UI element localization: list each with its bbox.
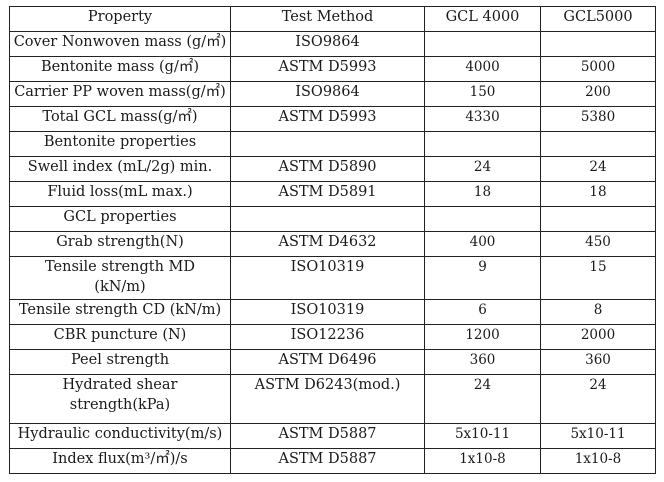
method-cell: ASTM D5993 [230,56,425,82]
method-cell: ASTM D6496 [230,349,425,375]
property-cell: Hydrated shear strength(kPa) [9,374,231,424]
section-label-bentonite-properties: Bentonite properties [9,131,231,157]
table-row: Fluid loss(mL max.) ASTM D5891 18 18 [9,181,656,207]
gcl5000-cell [540,131,656,157]
table-row: Tensile strength MD (kN/m) ISO10319 9 15 [9,256,656,300]
property-cell: Index flux(m³/㎡)/s [9,448,231,474]
property-cell: Cover Nonwoven mass (g/㎡) [9,31,231,57]
gcl4000-cell: 150 [424,81,541,107]
method-cell: ISO10319 [230,299,425,325]
method-cell: ASTM D5887 [230,448,425,474]
table-row: Hydraulic conductivity(m/s) ASTM D5887 5… [9,423,656,449]
table-row: CBR puncture (N) ISO12236 1200 2000 [9,324,656,350]
gcl5000-cell: 5380 [540,106,656,132]
spec-table-container: Property Test Method GCL 4000 GCL5000 Co… [9,6,656,474]
column-header-test-method: Test Method [230,6,425,32]
property-cell: Tensile strength CD (kN/m) [9,299,231,325]
method-cell: ASTM D4632 [230,231,425,257]
method-cell [230,131,425,157]
gcl4000-cell: 1x10-8 [424,448,541,474]
gcl4000-cell: 4330 [424,106,541,132]
column-header-property: Property [9,6,231,32]
table-section-row: GCL properties [9,206,656,232]
gcl5000-cell: 2000 [540,324,656,350]
gcl5000-cell [540,206,656,232]
property-cell: Grab strength(N) [9,231,231,257]
table-header-row: Property Test Method GCL 4000 GCL5000 [9,6,656,32]
property-cell: Tensile strength MD (kN/m) [9,256,231,300]
gcl4000-cell: 360 [424,349,541,375]
gcl4000-cell: 9 [424,256,541,300]
method-cell: ISO9864 [230,31,425,57]
method-cell: ASTM D5891 [230,181,425,207]
gcl5000-cell: 1x10-8 [540,448,656,474]
gcl4000-cell: 4000 [424,56,541,82]
column-header-gcl4000: GCL 4000 [424,6,541,32]
gcl5000-cell: 360 [540,349,656,375]
property-cell: Bentonite mass (g/㎡) [9,56,231,82]
gcl5000-cell: 200 [540,81,656,107]
gcl5000-cell: 5x10-11 [540,423,656,449]
table-row: Cover Nonwoven mass (g/㎡) ISO9864 [9,31,656,57]
gcl4000-cell [424,206,541,232]
gcl4000-cell [424,131,541,157]
method-cell: ASTM D5887 [230,423,425,449]
method-cell: ISO9864 [230,81,425,107]
gcl4000-cell: 6 [424,299,541,325]
column-header-gcl5000: GCL5000 [540,6,656,32]
gcl4000-cell: 18 [424,181,541,207]
method-cell: ASTM D5993 [230,106,425,132]
gcl4000-cell: 1200 [424,324,541,350]
gcl5000-cell: 8 [540,299,656,325]
property-cell: Swell index (mL/2g) min. [9,156,231,182]
property-cell: Carrier PP woven mass(g/㎡) [9,81,231,107]
property-cell: CBR puncture (N) [9,324,231,350]
property-cell: Total GCL mass(g/㎡) [9,106,231,132]
property-cell: Fluid loss(mL max.) [9,181,231,207]
gcl4000-cell: 24 [424,156,541,182]
table-row: Swell index (mL/2g) min. ASTM D5890 24 2… [9,156,656,182]
gcl5000-cell: 18 [540,181,656,207]
gcl5000-cell: 15 [540,256,656,300]
property-cell: Peel strength [9,349,231,375]
gcl4000-cell [424,31,541,57]
gcl5000-cell: 24 [540,374,656,424]
method-cell: ASTM D6243(mod.) [230,374,425,424]
method-cell: ASTM D5890 [230,156,425,182]
table-row: Grab strength(N) ASTM D4632 400 450 [9,231,656,257]
gcl5000-cell: 24 [540,156,656,182]
gcl5000-cell: 5000 [540,56,656,82]
table-row: Hydrated shear strength(kPa) ASTM D6243(… [9,374,656,424]
section-label-gcl-properties: GCL properties [9,206,231,232]
table-row: Tensile strength CD (kN/m) ISO10319 6 8 [9,299,656,325]
table-row: Total GCL mass(g/㎡) ASTM D5993 4330 5380 [9,106,656,132]
gcl4000-cell: 24 [424,374,541,424]
gcl4000-cell: 5x10-11 [424,423,541,449]
table-row: Bentonite mass (g/㎡) ASTM D5993 4000 500… [9,56,656,82]
gcl-spec-table: Property Test Method GCL 4000 GCL5000 Co… [9,6,656,474]
method-cell [230,206,425,232]
table-section-row: Bentonite properties [9,131,656,157]
gcl5000-cell [540,31,656,57]
gcl5000-cell: 450 [540,231,656,257]
method-cell: ISO12236 [230,324,425,350]
gcl4000-cell: 400 [424,231,541,257]
method-cell: ISO10319 [230,256,425,300]
table-row: Peel strength ASTM D6496 360 360 [9,349,656,375]
property-cell: Hydraulic conductivity(m/s) [9,423,231,449]
table-row: Carrier PP woven mass(g/㎡) ISO9864 150 2… [9,81,656,107]
table-row: Index flux(m³/㎡)/s ASTM D5887 1x10-8 1x1… [9,448,656,474]
